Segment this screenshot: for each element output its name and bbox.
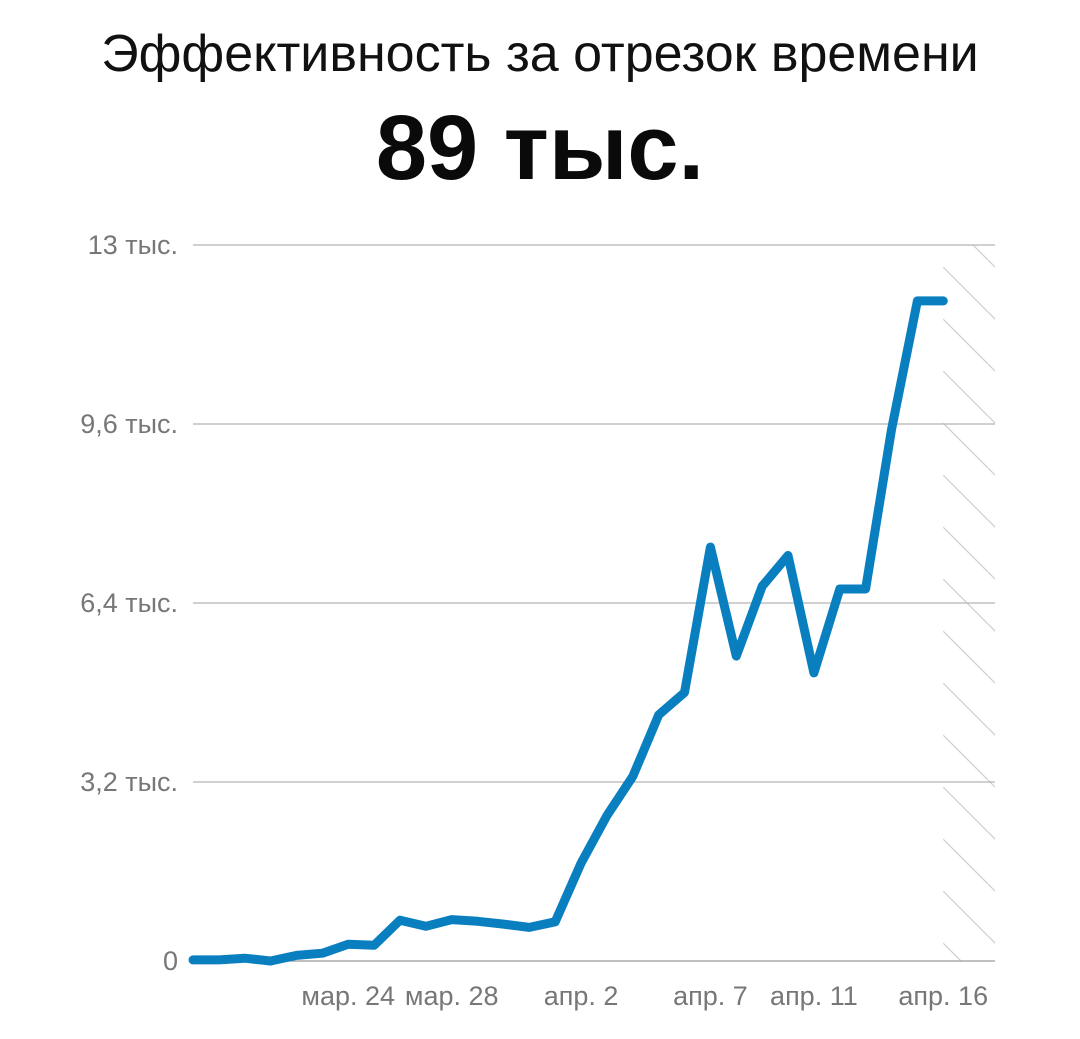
x-tick-label: мар. 28 xyxy=(405,981,499,1011)
y-tick-label: 3,2 тыс. xyxy=(80,767,178,797)
y-tick-label: 13 тыс. xyxy=(88,230,178,260)
x-tick-label: апр. 2 xyxy=(544,981,619,1011)
x-tick-label: апр. 7 xyxy=(673,981,748,1011)
y-tick-label: 6,4 тыс. xyxy=(80,588,178,618)
y-tick-label: 9,6 тыс. xyxy=(80,409,178,439)
x-tick-label: апр. 16 xyxy=(898,981,988,1011)
y-tick-label: 0 xyxy=(163,946,178,976)
x-tick-label: мар. 24 xyxy=(301,981,395,1011)
chart-title: Эффективность за отрезок времени xyxy=(101,25,979,83)
series-line xyxy=(188,296,948,966)
total-value: 89 тыс. xyxy=(375,97,705,199)
x-tick-label: апр. 11 xyxy=(770,981,858,1011)
